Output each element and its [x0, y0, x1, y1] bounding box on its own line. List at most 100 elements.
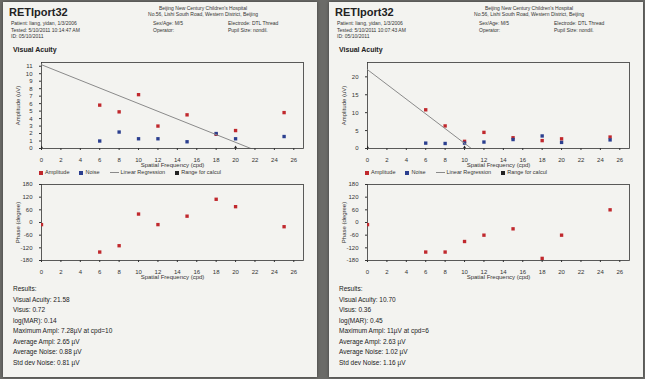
svg-text:11: 11: [26, 63, 33, 69]
html-text:Pupil Size: nondil.: Pupil Size: nondil.: [228, 26, 268, 33]
svg-text:20: 20: [352, 74, 359, 80]
svg-text:Phase (degree): Phase (degree): [15, 202, 21, 243]
svg-text:6: 6: [98, 157, 102, 163]
svg-text:16: 16: [193, 156, 201, 163]
svg-text:20: 20: [232, 269, 239, 275]
html-text:Visual Acuity: 21.58: Visual Acuity: 21.58: [13, 295, 70, 303]
svg-text:5: 5: [355, 128, 359, 134]
svg-text:4: 4: [79, 269, 83, 275]
svg-text:Spatial Frequency (cpd): Spatial Frequency (cpd): [141, 162, 205, 168]
svg-text:5: 5: [29, 108, 33, 114]
svg-text:8: 8: [29, 86, 33, 92]
svg-text:2: 2: [29, 130, 33, 136]
svg-text:2: 2: [385, 157, 389, 163]
svg-text:10: 10: [352, 110, 359, 116]
svg-text:0: 0: [40, 157, 44, 163]
html-text:log(MAR): 0.45: log(MAR): 0.45: [339, 316, 383, 324]
svg-text:60: 60: [352, 207, 359, 213]
svg-text:26: 26: [290, 269, 297, 275]
svg-text:10: 10: [26, 71, 33, 77]
svg-text:0: 0: [355, 219, 359, 225]
html-text:Tested: 5/10/2011 10:14:47 AM: Tested: 5/10/2011 10:14:47 AM: [11, 26, 80, 33]
svg-text:26: 26: [290, 157, 297, 163]
svg-text:20: 20: [232, 157, 239, 163]
svg-text:24: 24: [597, 157, 604, 163]
svg-text:22: 22: [252, 157, 259, 163]
svg-text:12: 12: [154, 268, 162, 275]
svg-text:6: 6: [98, 269, 102, 275]
svg-text:4: 4: [405, 269, 409, 275]
svg-text:Amplitude (uV): Amplitude (uV): [15, 86, 21, 126]
svg-text:3: 3: [29, 123, 33, 129]
svg-text:8: 8: [117, 269, 121, 275]
svg-text:18: 18: [539, 269, 546, 275]
svg-text:22: 22: [252, 269, 259, 275]
svg-text:20: 20: [558, 157, 565, 163]
svg-text:2: 2: [385, 269, 389, 275]
svg-text:120: 120: [22, 194, 33, 200]
svg-text:18: 18: [213, 269, 220, 275]
svg-text:10: 10: [135, 268, 142, 275]
svg-text:8: 8: [443, 157, 447, 163]
svg-text:24: 24: [271, 269, 278, 275]
svg-text:6: 6: [29, 101, 33, 107]
svg-text:8: 8: [443, 269, 447, 275]
svg-text:2: 2: [59, 157, 63, 163]
svg-text:14: 14: [174, 156, 181, 163]
svg-text:9: 9: [29, 78, 33, 84]
svg-text:120: 120: [348, 194, 359, 200]
svg-text:22: 22: [578, 157, 585, 163]
svg-text:-180: -180: [346, 257, 359, 263]
html-text:Std dev Noise: 1.16 µV: Std dev Noise: 1.16 µV: [339, 358, 406, 366]
svg-text:Amplitude (uV): Amplitude (uV): [341, 86, 347, 126]
svg-text:180: 180: [22, 181, 33, 187]
svg-text:14: 14: [174, 268, 181, 275]
svg-text:24: 24: [597, 269, 604, 275]
svg-text:4: 4: [29, 116, 33, 122]
svg-text:0: 0: [355, 145, 359, 151]
svg-text:4: 4: [405, 157, 409, 163]
svg-text:0: 0: [366, 157, 370, 163]
svg-text:Phase (degree): Phase (degree): [341, 202, 347, 243]
html-text:Visual Acuity: 10.70: Visual Acuity: 10.70: [339, 295, 396, 303]
svg-text:6: 6: [424, 269, 428, 275]
svg-text:0: 0: [40, 269, 44, 275]
svg-text:1: 1: [29, 138, 33, 144]
svg-text:0: 0: [366, 269, 370, 275]
svg-text:-120: -120: [346, 245, 359, 251]
html-text:Visual Acuity: Visual Acuity: [13, 46, 57, 53]
html-text:RETIport32: RETIport32: [9, 6, 68, 18]
svg-text:8: 8: [117, 157, 121, 163]
html-text:Std dev Noise: 0.81 µV: Std dev Noise: 0.81 µV: [13, 358, 80, 366]
svg-text:18: 18: [213, 157, 220, 163]
html-text:Average Ampl: 2.65 µV: Average Ampl: 2.65 µV: [13, 337, 80, 345]
html-text:RETIport32: RETIport32: [335, 6, 394, 18]
svg-text:6: 6: [424, 157, 428, 163]
svg-text:24: 24: [271, 157, 278, 163]
svg-text:26: 26: [616, 157, 623, 163]
html-text:log(MAR): 0.14: log(MAR): 0.14: [13, 316, 57, 324]
svg-text:-60: -60: [24, 232, 33, 238]
svg-text:15: 15: [352, 92, 359, 98]
svg-text:7: 7: [29, 93, 33, 99]
svg-text:20: 20: [558, 269, 565, 275]
svg-text:2: 2: [59, 269, 63, 275]
svg-text:26: 26: [616, 269, 623, 275]
svg-text:22: 22: [578, 269, 585, 275]
svg-text:Spatial Frequency (cpd): Spatial Frequency (cpd): [467, 274, 531, 280]
svg-text:0: 0: [29, 219, 33, 225]
svg-text:Spatial Frequency (cpd): Spatial Frequency (cpd): [467, 162, 531, 168]
svg-text:10: 10: [135, 156, 142, 163]
svg-text:18: 18: [539, 157, 546, 163]
svg-text:-60: -60: [350, 232, 359, 238]
svg-text:Spatial Frequency (cpd): Spatial Frequency (cpd): [141, 274, 205, 280]
html-text:Operator:: Operator:: [153, 26, 175, 33]
svg-text:180: 180: [348, 181, 359, 187]
svg-text:-180: -180: [20, 257, 33, 263]
svg-text:60: 60: [26, 207, 33, 213]
svg-text:-120: -120: [20, 245, 33, 251]
svg-text:12: 12: [154, 156, 162, 163]
svg-text:0: 0: [29, 145, 33, 151]
html-text:Average Ampl: 2.63 µV: Average Ampl: 2.63 µV: [339, 337, 406, 345]
svg-text:4: 4: [79, 157, 83, 163]
